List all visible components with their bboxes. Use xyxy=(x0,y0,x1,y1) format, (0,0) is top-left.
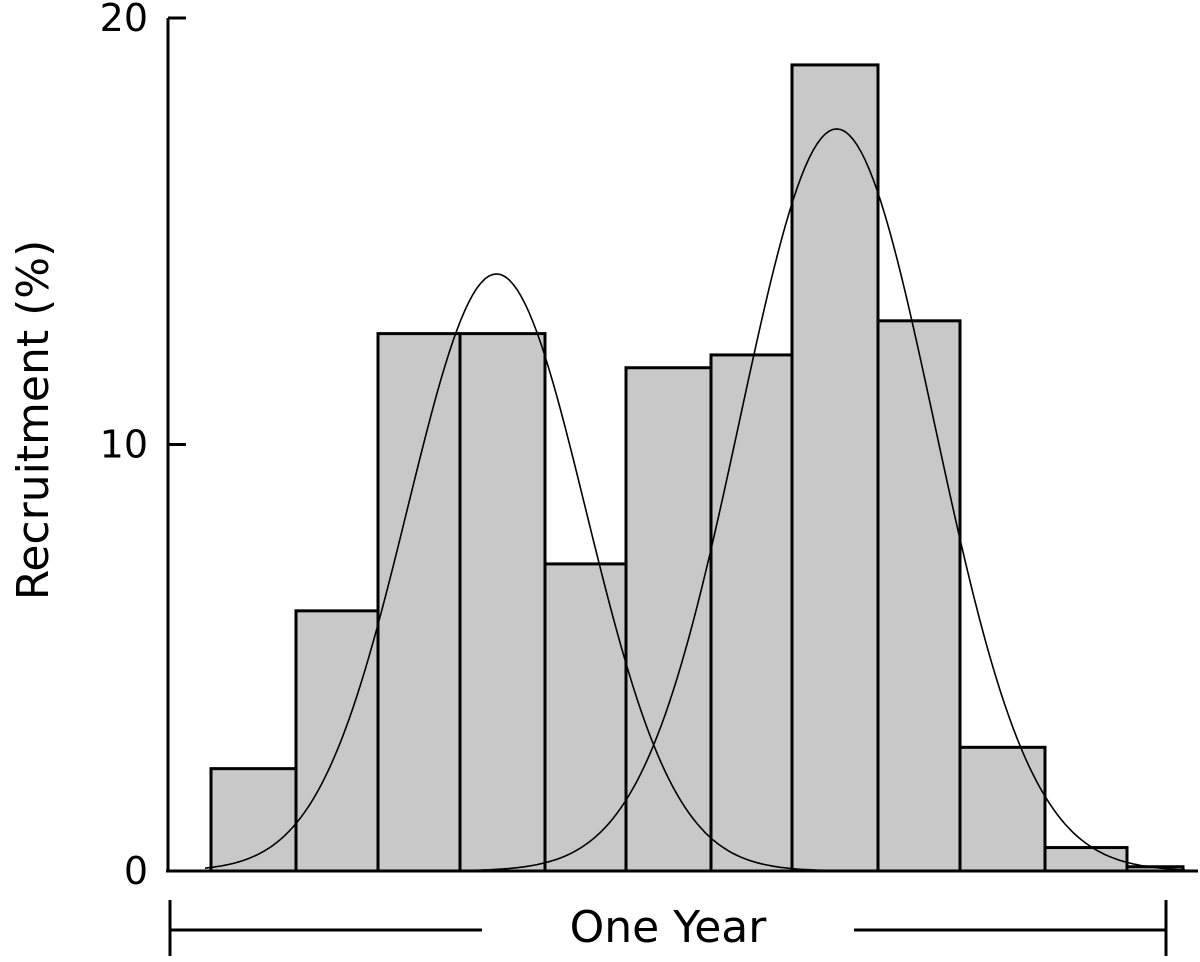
bars-group xyxy=(209,63,1185,873)
one-year-span: One Year xyxy=(168,900,1168,956)
y-tick-label: 0 xyxy=(124,849,148,893)
histogram-bar xyxy=(624,366,713,873)
histogram-bar xyxy=(958,745,1047,873)
histogram-bar xyxy=(294,609,380,873)
y-ticks-group: 0 10 20 xyxy=(100,0,186,893)
histogram-bar xyxy=(209,767,298,873)
span-label: One Year xyxy=(570,902,768,953)
histogram-bar xyxy=(709,353,794,873)
y-tick-label: 10 xyxy=(100,423,148,467)
y-tick-label: 20 xyxy=(100,0,148,40)
histogram-bar xyxy=(458,332,547,873)
histogram-bar xyxy=(543,562,628,873)
y-axis-title: Recruitment (%) xyxy=(8,240,59,601)
histogram-bar xyxy=(376,332,462,873)
histogram-bar xyxy=(790,63,880,873)
histogram-bar xyxy=(876,319,962,873)
